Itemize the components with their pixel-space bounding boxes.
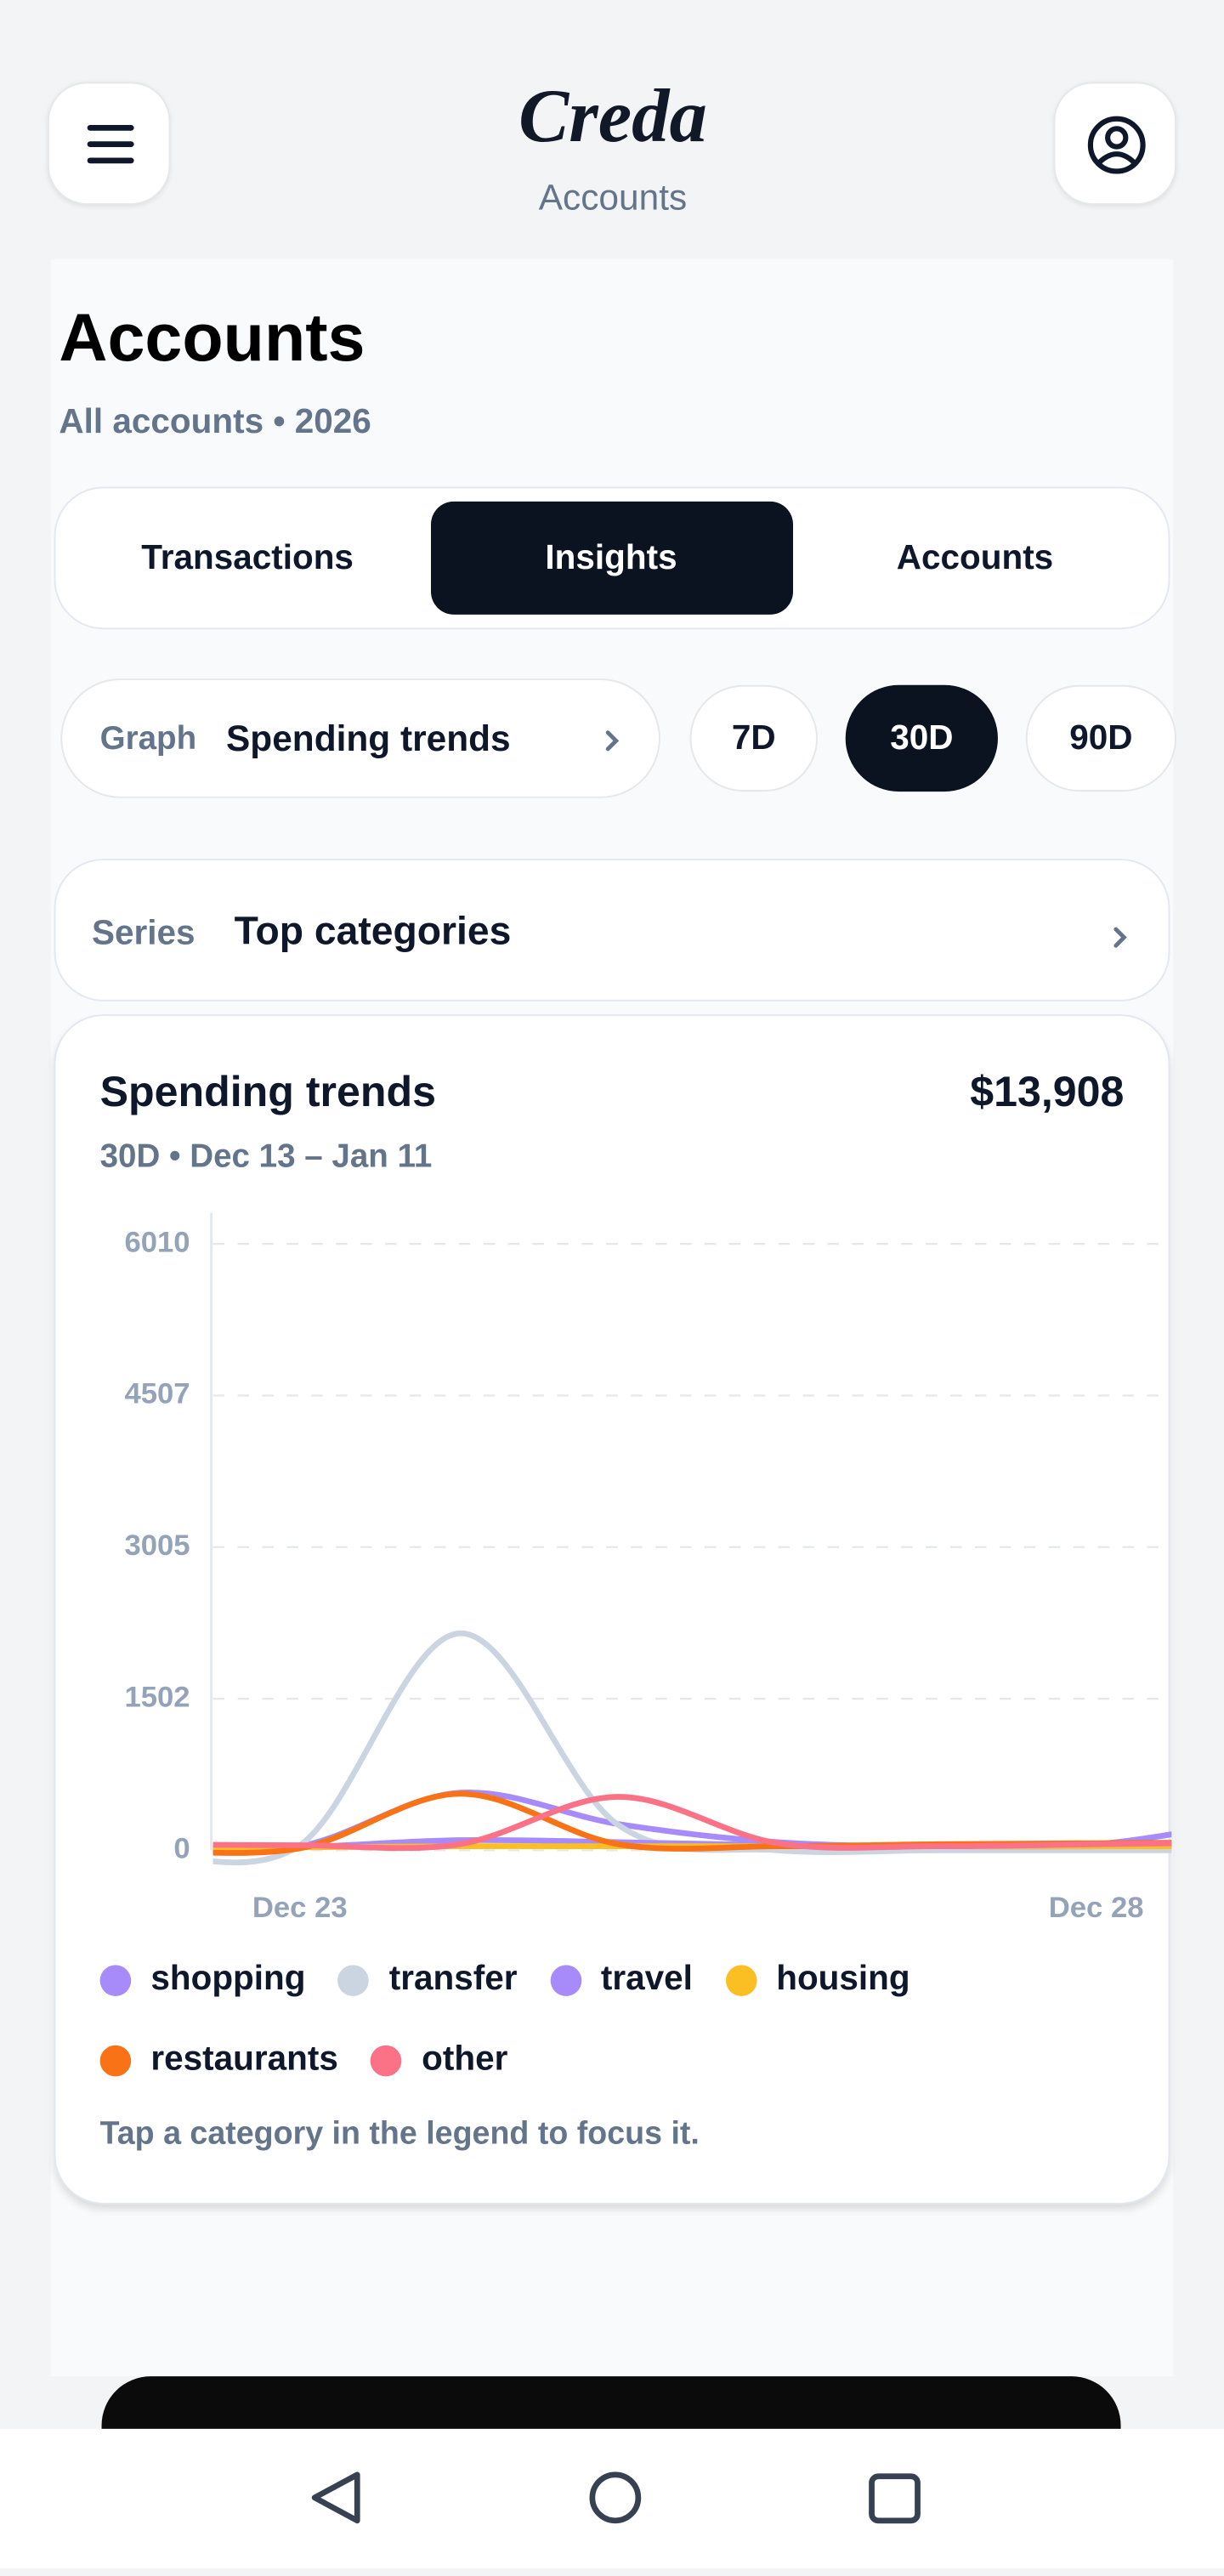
legend-swatch <box>99 1964 132 1995</box>
card-subtitle: 30D • Dec 13 – Jan 11 <box>99 1138 433 1176</box>
graph-label: Graph <box>99 721 197 757</box>
nav-icons <box>311 2471 921 2524</box>
legend-swatch <box>99 2044 132 2076</box>
logo: Creda <box>518 73 707 158</box>
page-title: Accounts <box>59 299 366 376</box>
range-label: 90D <box>1069 718 1133 757</box>
page-subtitle: All accounts • 2026 <box>59 403 371 441</box>
menu-icon <box>87 124 134 164</box>
nav-back[interactable] <box>311 2471 360 2524</box>
legend-label: restaurants <box>150 2040 338 2079</box>
range-label: 30D <box>890 718 954 757</box>
graph-selector[interactable] <box>60 678 660 798</box>
legend-swatch <box>550 1964 581 1995</box>
tab-label: Accounts <box>896 539 1054 577</box>
range-pill[interactable]: 30D <box>845 684 998 792</box>
legend: shopping transfer travel housing restaurants… <box>99 1955 1132 2085</box>
y-tick-label: 0 <box>173 1833 190 1865</box>
y-tick-label: 1502 <box>124 1681 190 1713</box>
range-pill[interactable]: 7D <box>689 684 818 792</box>
chart-card <box>54 1014 1170 2204</box>
tab-label: Insights <box>545 539 677 577</box>
card-total: $13,908 <box>970 1066 1125 1116</box>
legend-label: transfer <box>388 1960 518 1998</box>
legend-item[interactable]: travel <box>550 1955 693 2005</box>
series-selector[interactable] <box>54 859 1170 1001</box>
x-tick-label: Dec 23 <box>252 1892 348 1924</box>
chevron <box>1114 927 1127 948</box>
legend-label: housing <box>776 1960 910 1998</box>
y-tick-label: 4507 <box>124 1378 190 1410</box>
legend-label: shopping <box>150 1960 306 1998</box>
legend-item[interactable]: restaurants <box>99 2035 338 2085</box>
legend-swatch <box>725 1964 757 1995</box>
header-subtitle: Accounts <box>538 177 688 218</box>
range-pill[interactable]: 90D <box>1025 684 1177 792</box>
y-tick-label: 3005 <box>124 1529 190 1562</box>
legend-label: other <box>422 2040 508 2079</box>
nav-recents[interactable] <box>869 2473 921 2524</box>
series-line <box>212 1630 1172 1866</box>
system-nav-bar <box>0 2428 1224 2568</box>
tab-label: Transactions <box>141 539 354 577</box>
series-line <box>212 1794 1172 1852</box>
legend-item[interactable]: shopping <box>99 1955 306 2005</box>
y-tick-label: 6010 <box>124 1226 190 1258</box>
legend-swatch <box>371 2044 403 2076</box>
tab[interactable] <box>430 501 794 615</box>
graph-value: Spending trends <box>226 718 511 759</box>
legend-item[interactable]: transfer <box>338 1955 518 2005</box>
card-title: Spending trends <box>99 1066 437 1116</box>
legend-swatch <box>338 1964 370 1995</box>
series-value: Top categories <box>234 909 512 954</box>
range-label: 7D <box>731 718 776 757</box>
legend-item[interactable]: housing <box>725 1955 910 2005</box>
hint: Tap a category in the legend to focus it… <box>99 2115 700 2153</box>
chevron <box>605 730 620 752</box>
nav-home[interactable] <box>589 2471 642 2524</box>
series-label: Series <box>91 914 196 953</box>
profile-button[interactable] <box>1053 82 1177 205</box>
menu-button[interactable] <box>47 82 171 205</box>
plot-area <box>212 1630 1172 1866</box>
legend-item[interactable]: other <box>371 2035 507 2085</box>
legend-label: travel <box>600 1960 693 1998</box>
profile-icon <box>1087 116 1146 174</box>
x-tick-label: Dec 28 <box>1049 1892 1144 1924</box>
